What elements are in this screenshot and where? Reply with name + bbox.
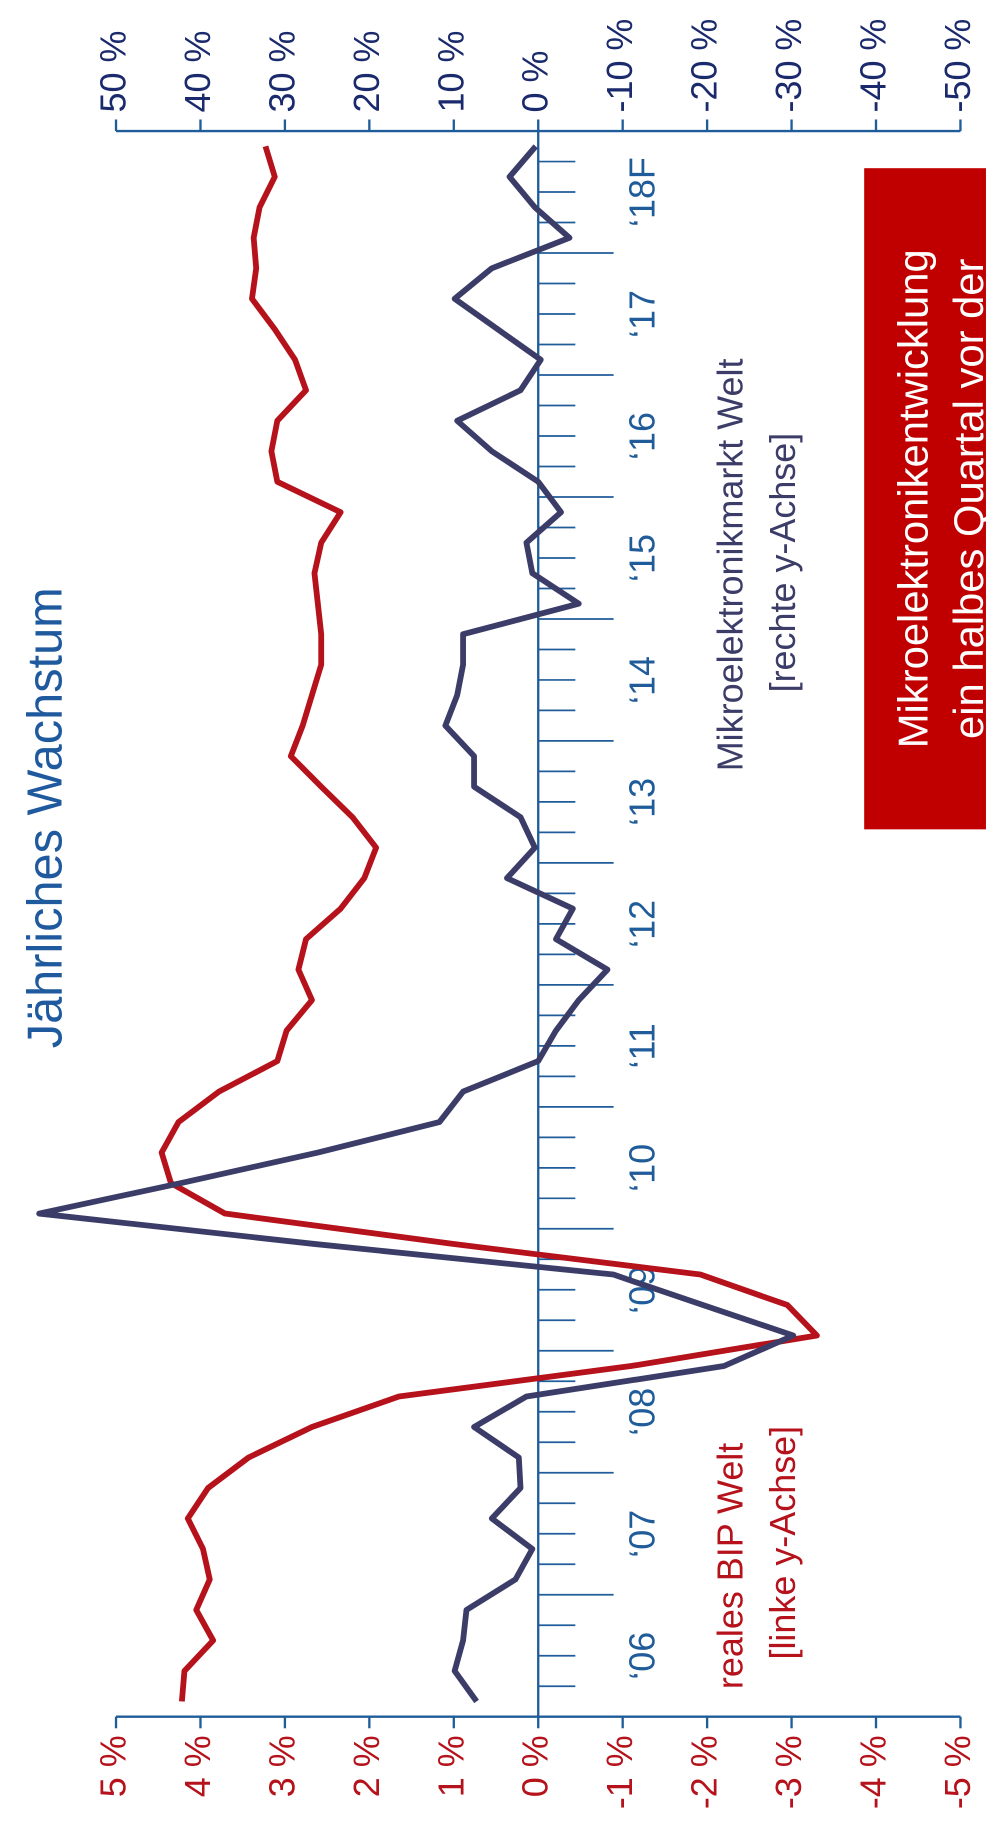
y-tick-label: -3 %	[768, 1735, 809, 1809]
y-tick-label: 4 %	[177, 1735, 218, 1797]
x-tick-label: ‘11	[621, 1023, 662, 1068]
y2-tick-label: 40 %	[177, 31, 218, 113]
y-tick-label: 5 %	[93, 1735, 134, 1797]
y-tick-label: 1 %	[430, 1735, 471, 1797]
y-tick-label: 3 %	[261, 1735, 302, 1797]
y-tick-label: -2 %	[684, 1735, 725, 1809]
y2-tick-label: 10 %	[430, 31, 471, 113]
x-tick-label: ‘06	[621, 1632, 662, 1680]
y2-tick-label: 30 %	[261, 31, 302, 113]
series-note: [rechte y-Achse]	[762, 433, 803, 693]
x-tick-label: ‘10	[621, 1144, 662, 1192]
box-text: Mikroelektronikentwicklung	[889, 249, 936, 748]
x-tick-label: ‘08	[621, 1388, 662, 1436]
y2-tick-label: -20 %	[684, 19, 725, 113]
y2-tick-label: -50 %	[937, 19, 978, 113]
y2-tick-label: 50 %	[93, 31, 134, 113]
series-note: [linke y-Achse]	[762, 1426, 803, 1660]
plot: Jährliches Wachstum Mikroelektronikmarkt…	[19, 19, 986, 1810]
x-tick-label: ‘18F	[621, 157, 662, 227]
series-label: reales BIP Welt	[710, 1443, 751, 1689]
box-text: ein halbes Quartal vor der	[945, 258, 986, 738]
y-tick-label: -1 %	[599, 1735, 640, 1809]
x-tick-label: ‘07	[621, 1510, 662, 1558]
y-tick-label: -5 %	[937, 1735, 978, 1809]
y2-tick-label: -40 %	[853, 19, 894, 113]
x-tick-label: ‘14	[621, 656, 662, 704]
x-tick-label: ‘15	[621, 534, 662, 582]
y2-tick-label: -30 %	[768, 19, 809, 113]
y2-tick-label: -10 %	[599, 19, 640, 113]
info-box	[864, 168, 986, 830]
y2-tick-label: 0 %	[515, 51, 556, 113]
y-tick-label: -4 %	[853, 1735, 894, 1809]
series-label: Mikroelektronikmarkt Welt	[710, 359, 751, 772]
x-tick-label: ‘12	[621, 900, 662, 948]
x-tick-label: ‘17	[621, 290, 662, 338]
x-tick-label: ‘16	[621, 412, 662, 460]
chart-title: Jährliches Wachstum	[19, 587, 73, 1048]
x-tick-label: ‘13	[621, 778, 662, 826]
series-line	[158, 145, 820, 1702]
y-tick-label: 2 %	[346, 1735, 387, 1797]
y2-tick-label: 20 %	[346, 31, 387, 113]
y-tick-label: 0 %	[515, 1735, 556, 1797]
series-line	[36, 144, 797, 1704]
